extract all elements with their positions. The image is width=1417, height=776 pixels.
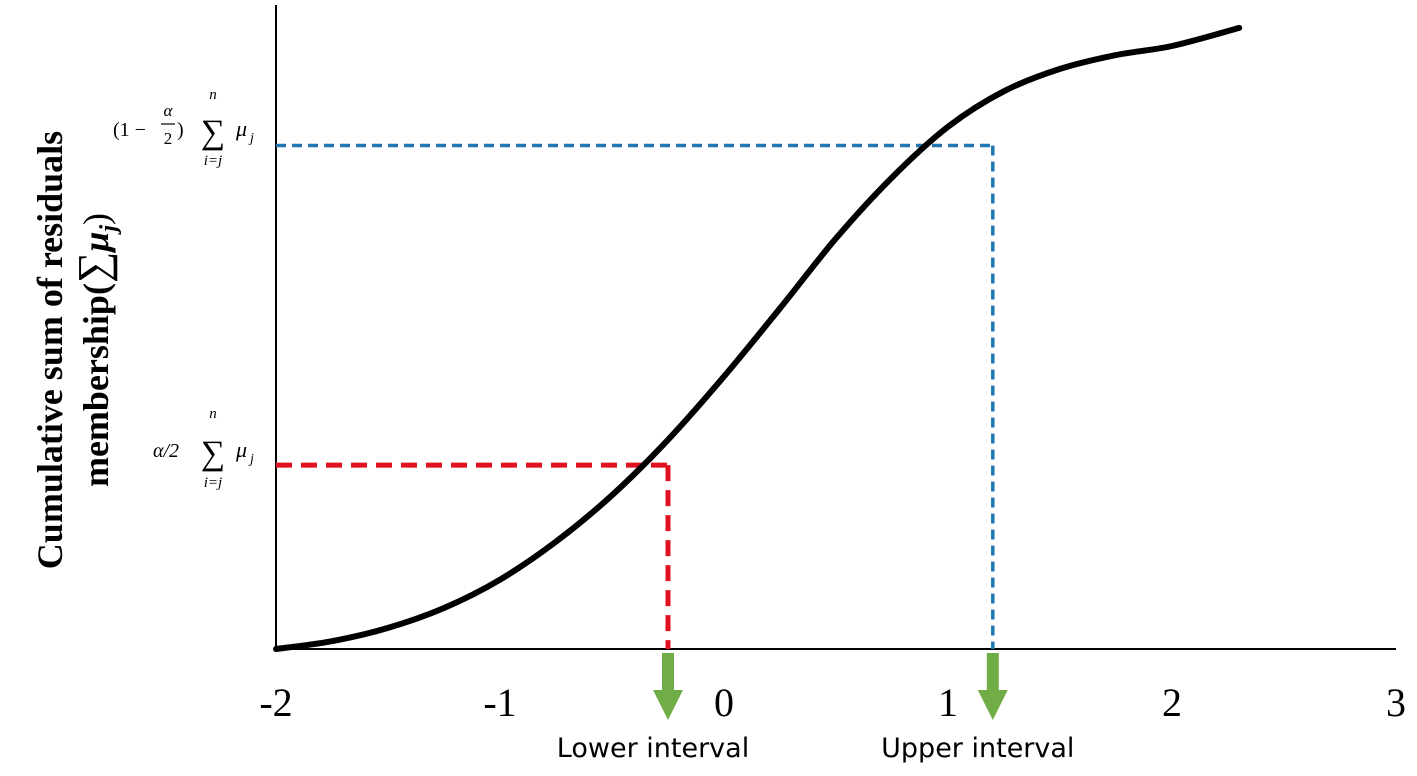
lower-label-sum-bottom: i=j bbox=[204, 475, 222, 491]
lower-y-value-label: α/2 n ∑ i=j μ j bbox=[153, 406, 254, 491]
interval-arrows bbox=[653, 653, 1008, 720]
upper-label-sum-sign: ∑ bbox=[201, 114, 225, 151]
lower-label-sum-top: n bbox=[209, 406, 217, 422]
lower-interval-label: Lower interval bbox=[557, 733, 749, 764]
x-tick-labels: -2 -1 0 1 2 3 bbox=[259, 680, 1406, 725]
x-tick-label: 2 bbox=[1162, 680, 1182, 725]
upper-label-open: (1 − bbox=[113, 119, 146, 141]
upper-label-sum-bottom: i=j bbox=[204, 153, 222, 169]
lower-label-sum-sign: ∑ bbox=[201, 435, 225, 472]
upper-y-value-label: (1 − α 2 ) n ∑ i=j μ j bbox=[113, 87, 254, 169]
lower-interval-arrow-icon bbox=[653, 653, 683, 720]
upper-label-close: ) bbox=[177, 119, 184, 141]
x-tick-label: 0 bbox=[714, 680, 734, 725]
upper-label-sum-top: n bbox=[209, 87, 217, 103]
y-title-suffix: ) bbox=[76, 213, 116, 225]
y-axis-title: Cumulative sum of residuals bbox=[30, 131, 70, 569]
upper-label-mu: μ bbox=[235, 116, 247, 141]
lower-label-mu: μ bbox=[235, 437, 247, 462]
upper-label-frac-num: α bbox=[164, 101, 174, 120]
cumulative-curve-line bbox=[273, 24, 1243, 652]
lower-label-mu-sub: j bbox=[248, 452, 254, 467]
upper-interval-arrow-icon bbox=[977, 653, 1008, 720]
y-axis-title-second: membership(∑μj) bbox=[69, 213, 122, 487]
x-tick-label: 3 bbox=[1386, 680, 1406, 725]
y-title-sum: ∑ bbox=[69, 252, 118, 283]
y-title-mu: μ bbox=[76, 232, 116, 254]
reference-lines bbox=[276, 143, 995, 649]
y-axis-title-line2: membership(∑μj) bbox=[69, 213, 122, 487]
lower-label-prefix: α/2 bbox=[153, 440, 179, 462]
y-title-sub: j bbox=[96, 225, 122, 236]
y-axis-title-line1: Cumulative sum of residuals bbox=[30, 131, 70, 569]
upper-interval-label: Upper interval bbox=[881, 733, 1074, 764]
upper-label-frac-den: 2 bbox=[164, 129, 173, 148]
x-tick-label: -1 bbox=[483, 680, 516, 725]
x-tick-label: 1 bbox=[938, 680, 958, 725]
x-tick-label: -2 bbox=[259, 680, 292, 725]
upper-label-mu-sub: j bbox=[248, 131, 254, 146]
y-title-prefix: membership( bbox=[76, 283, 116, 487]
